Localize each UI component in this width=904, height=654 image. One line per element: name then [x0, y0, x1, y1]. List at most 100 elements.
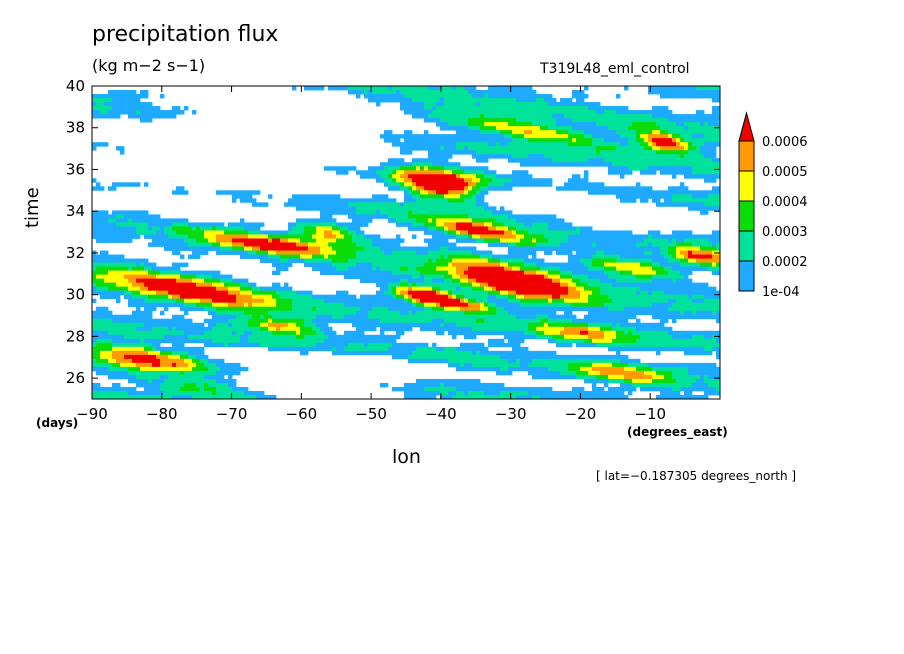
field-cell	[376, 102, 381, 107]
field-cell	[616, 278, 621, 284]
field-cell	[528, 174, 533, 179]
field-cell	[260, 298, 265, 304]
field-cell	[164, 270, 169, 275]
field-cell	[388, 218, 393, 223]
field-cell	[192, 238, 197, 243]
field-cell	[688, 114, 693, 119]
field-cell	[200, 282, 205, 288]
field-cell	[148, 230, 153, 235]
field-cell	[180, 246, 185, 251]
field-cell	[464, 98, 469, 103]
field-cell	[692, 146, 697, 151]
field-cell	[684, 186, 689, 191]
field-cell	[428, 98, 433, 103]
field-cell	[452, 226, 457, 231]
field-cell	[528, 214, 533, 219]
field-cell	[456, 286, 461, 292]
field-cell	[260, 286, 265, 292]
field-cell	[484, 230, 489, 235]
field-cell	[296, 242, 301, 247]
field-cell	[700, 126, 705, 131]
field-cell	[488, 130, 493, 135]
field-cell	[432, 202, 437, 207]
field-cell	[608, 190, 613, 195]
field-cell	[496, 182, 501, 187]
field-cell	[132, 214, 137, 219]
field-cell	[584, 130, 589, 135]
field-cell	[524, 270, 529, 275]
field-cell	[404, 290, 409, 296]
field-cell	[316, 206, 321, 211]
field-cell	[420, 250, 425, 255]
field-cell	[464, 198, 469, 203]
field-cell	[532, 234, 537, 239]
field-cell	[112, 262, 117, 267]
field-cell	[136, 290, 141, 296]
field-cell	[556, 290, 561, 296]
field-cell	[508, 146, 513, 151]
field-cell	[528, 126, 533, 131]
field-cell	[140, 274, 145, 280]
field-cell	[476, 178, 481, 183]
field-cell	[444, 162, 449, 167]
field-cell	[328, 206, 333, 211]
field-cell	[684, 174, 689, 179]
field-cell	[520, 294, 525, 300]
field-cell	[144, 282, 149, 288]
field-cell	[500, 182, 505, 187]
field-cell	[576, 118, 581, 123]
field-cell	[408, 194, 413, 199]
field-cell	[708, 170, 713, 175]
field-cell	[484, 98, 489, 103]
field-cell	[468, 270, 473, 275]
field-cell	[344, 86, 349, 91]
field-cell	[360, 294, 365, 300]
field-cell	[120, 274, 125, 280]
field-cell	[672, 94, 677, 99]
field-cell	[428, 194, 433, 199]
field-cell	[504, 110, 509, 115]
field-cell	[556, 250, 561, 255]
field-cell	[536, 274, 541, 280]
field-cell	[428, 274, 433, 280]
field-cell	[124, 230, 129, 235]
field-cell	[504, 186, 509, 191]
field-cell	[524, 94, 529, 99]
field-cell	[288, 242, 293, 247]
field-cell	[148, 286, 153, 292]
field-cell	[316, 298, 321, 304]
field-cell	[456, 278, 461, 284]
field-cell	[224, 190, 229, 195]
field-cell	[664, 234, 669, 239]
field-cell	[456, 290, 461, 296]
field-cell	[592, 118, 597, 123]
field-cell	[448, 182, 453, 187]
field-cell	[680, 114, 685, 119]
field-cell	[208, 286, 213, 292]
field-cell	[512, 86, 517, 91]
field-cell	[452, 146, 457, 151]
field-cell	[608, 114, 613, 119]
field-cell	[368, 206, 373, 211]
field-cell	[236, 222, 241, 227]
field-cell	[420, 266, 425, 271]
field-cell	[544, 218, 549, 223]
field-cell	[160, 282, 165, 288]
field-cell	[448, 294, 453, 300]
field-cell	[276, 270, 281, 275]
field-cell	[408, 286, 413, 292]
field-cell	[508, 262, 513, 267]
field-cell	[384, 90, 389, 95]
field-cell	[560, 282, 565, 288]
field-cell	[672, 162, 677, 167]
field-cell	[644, 250, 649, 255]
field-cell	[500, 110, 505, 115]
field-cell	[664, 270, 669, 275]
field-cell	[244, 298, 249, 304]
field-cell	[144, 234, 149, 239]
field-cell	[672, 286, 677, 292]
field-cell	[512, 94, 517, 99]
field-cell	[424, 98, 429, 103]
field-cell	[260, 234, 265, 239]
field-cell	[172, 262, 177, 267]
